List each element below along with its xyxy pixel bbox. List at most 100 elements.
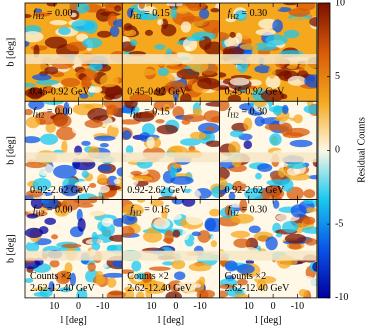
map-blob [283, 29, 300, 39]
map-blob [229, 31, 236, 38]
map-blob [71, 19, 94, 32]
map-blob [224, 205, 232, 217]
map-blob [219, 32, 230, 41]
map-blob [275, 233, 283, 238]
map-blob [126, 7, 134, 18]
map-blob [272, 19, 283, 33]
map-blob [210, 7, 220, 13]
map-blob [229, 77, 250, 86]
map-blob [61, 199, 80, 211]
map-blob [76, 288, 88, 298]
panel-label: fH2 = 0.30 [228, 107, 267, 119]
map-blob [51, 234, 59, 240]
map-panel [219, 101, 317, 200]
map-blob [81, 140, 91, 146]
map-blob [224, 36, 240, 49]
label-symbol: f [33, 8, 37, 19]
map-blob [32, 178, 52, 192]
masked-plane [122, 54, 220, 64]
map-blob [280, 273, 297, 282]
map-blob [44, 66, 59, 75]
map-panel [219, 3, 317, 102]
map-blob [219, 264, 224, 277]
map-blob [81, 170, 89, 178]
map-blob [181, 199, 196, 207]
energy-label: 2.62-12.40 GeV [225, 283, 290, 294]
map-blob [219, 284, 235, 290]
map-blob [154, 44, 166, 50]
map-blob [268, 65, 276, 79]
row-note: Counts ×2 [30, 271, 71, 282]
label-text: = 0.00 [44, 107, 72, 118]
panel-label: fH2 = 0.00 [33, 8, 72, 20]
map-blob [48, 281, 55, 292]
label-symbol: f [228, 107, 232, 118]
map-blob [236, 263, 255, 275]
label-text: = 0.00 [44, 205, 72, 216]
map-blob [97, 164, 112, 172]
map-blob [180, 21, 192, 33]
map-blob [219, 177, 228, 191]
map-blob [288, 8, 311, 17]
map-blob [89, 182, 97, 189]
label-subscript: H2 [133, 111, 142, 119]
x-tick-label: 0 [76, 301, 81, 312]
map-blob [289, 139, 313, 148]
map-blob [60, 184, 80, 197]
masked-plane [219, 54, 317, 64]
map-blob [302, 216, 316, 225]
label-symbol: f [33, 205, 37, 216]
energy-label: 0.45-0.92 GeV [30, 87, 90, 98]
label-subscript: H2 [36, 13, 45, 21]
x-tick-label: -10 [96, 301, 109, 312]
map-blob [219, 236, 225, 243]
map-blob [148, 266, 171, 271]
map-blob [228, 192, 236, 200]
label-text: = 0.30 [239, 107, 267, 118]
map-blob [234, 293, 250, 298]
map-blob [45, 122, 56, 133]
map-blob [282, 220, 299, 233]
map-blob [171, 199, 184, 205]
map-blob [233, 238, 251, 248]
map-blob [225, 17, 236, 23]
map-blob [144, 29, 154, 36]
map-blob [170, 176, 194, 185]
map-blob [171, 259, 186, 270]
map-blob [286, 64, 298, 70]
map-blob [123, 29, 137, 37]
map-blob [69, 12, 77, 18]
masked-plane [25, 250, 123, 261]
map-blob [229, 130, 244, 138]
map-blob [271, 283, 295, 291]
map-blob [243, 140, 252, 150]
map-blob [287, 16, 310, 26]
map-blob [236, 278, 248, 286]
map-blob [290, 204, 307, 218]
map-blob [49, 259, 60, 268]
map-blob [44, 217, 56, 225]
map-blob [298, 43, 317, 53]
map-blob [246, 71, 262, 76]
map-blob [198, 276, 206, 286]
map-blob [25, 13, 32, 19]
map-blob [254, 116, 265, 127]
map-blob [160, 187, 174, 198]
map-blob [106, 290, 123, 298]
map-blob [209, 208, 220, 217]
map-blob [165, 36, 175, 46]
panel-label: fH2 = 0.15 [130, 8, 169, 20]
map-blob [278, 167, 287, 178]
map-blob [210, 116, 220, 124]
map-blob [235, 32, 243, 44]
map-blob [210, 240, 218, 248]
map-blob [219, 72, 227, 78]
map-blob [282, 132, 304, 139]
label-text: = 0.00 [44, 8, 72, 19]
map-blob [298, 63, 317, 69]
map-blob [33, 12, 51, 17]
map-blob [188, 189, 202, 200]
map-blob [255, 28, 276, 36]
map-blob [197, 230, 211, 243]
map-blob [256, 278, 267, 291]
